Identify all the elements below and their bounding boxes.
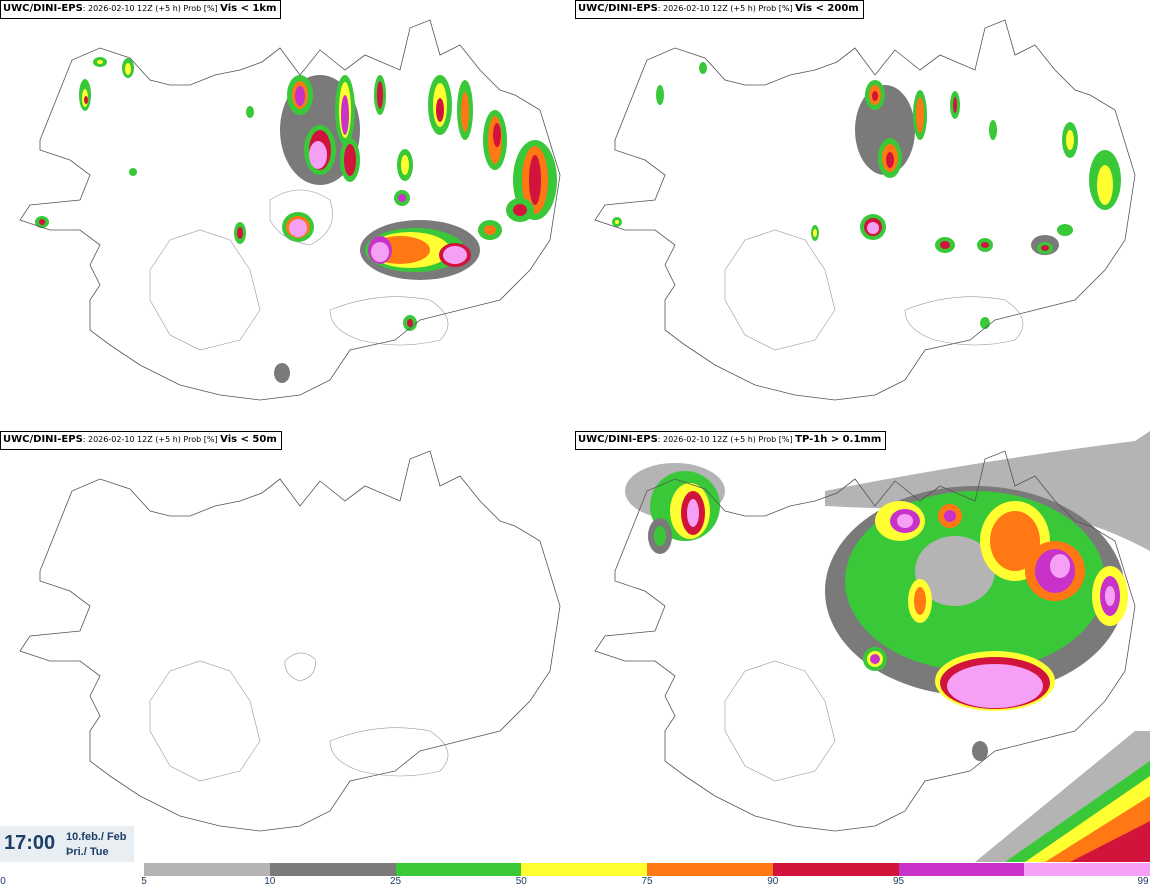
probability-fields — [625, 431, 1150, 862]
iceland-map — [594, 431, 1150, 862]
map-panel-vis-50m: UWC/DINI-EPS: 2026-02-10 12Z (+5 h) Prob… — [0, 431, 575, 862]
map-panel-vis-1km: UWC/DINI-EPS: 2026-02-10 12Z (+5 h) Prob… — [0, 0, 575, 431]
map-panel-tp-1h: UWC/DINI-EPS: 2026-02-10 12Z (+5 h) Prob… — [575, 431, 1150, 862]
colorbar-segment — [395, 863, 522, 876]
iceland-map — [19, 450, 561, 832]
colorbar-tick-label: 10 — [264, 876, 276, 887]
coastline — [594, 19, 1136, 401]
date-line-2: Þri./ Tue — [66, 846, 109, 858]
colorbar-segment — [647, 863, 773, 876]
colorbar-tick-label: 0 — [0, 876, 6, 887]
colorbar-segment — [521, 863, 647, 876]
colorbar-segment — [144, 863, 270, 876]
probability-colorbar — [144, 863, 1150, 876]
map-panel-vis-200m: UWC/DINI-EPS: 2026-02-10 12Z (+5 h) Prob… — [575, 0, 1150, 431]
colorbar-tick-label: 25 — [389, 876, 402, 887]
colorbar-segment — [1024, 863, 1150, 876]
panel-title: UWC/DINI-EPS: 2026-02-10 12Z (+5 h) Prob… — [575, 0, 864, 19]
probability-fields — [35, 57, 557, 383]
colorbar-segment — [772, 863, 899, 876]
coastline — [19, 450, 561, 832]
colorbar-tick-label: 75 — [641, 876, 653, 887]
colorbar-segment — [269, 863, 396, 876]
panel-title: UWC/DINI-EPS: 2026-02-10 12Z (+5 h) Prob… — [0, 431, 282, 450]
coastline — [19, 19, 561, 401]
colorbar-tick-label: 5 — [141, 876, 147, 887]
colorbar-tick-label: 95 — [892, 876, 905, 887]
valid-time-box: 17:00 10.feb./ Feb Þri./ Tue — [0, 826, 134, 862]
colorbar-tick-label: 90 — [767, 876, 779, 887]
panel-title: UWC/DINI-EPS: 2026-02-10 12Z (+5 h) Prob… — [575, 431, 887, 450]
iceland-map — [594, 19, 1136, 401]
coastline — [594, 450, 1136, 832]
valid-date: 10.feb./ Feb Þri./ Tue — [66, 830, 127, 860]
probability-fields — [612, 62, 1121, 329]
date-line-1: 10.feb./ Feb — [66, 831, 127, 843]
colorbar-segment — [898, 863, 1025, 876]
colorbar-tick-label: 50 — [515, 876, 527, 887]
panel-title: UWC/DINI-EPS: 2026-02-10 12Z (+5 h) Prob… — [0, 0, 282, 19]
valid-time: 17:00 — [4, 832, 56, 854]
iceland-map — [19, 19, 561, 401]
colorbar-tick-label: 99 — [1137, 876, 1149, 887]
